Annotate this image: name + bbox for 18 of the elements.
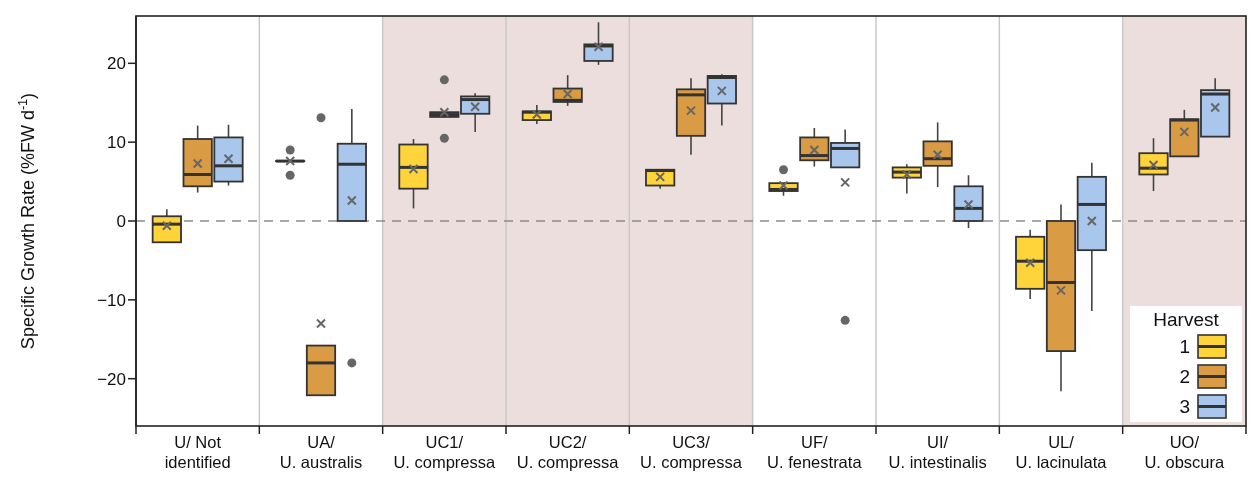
x-tick-label: UC3/ U. compressa [640,433,743,471]
y-tick-label: −20 [97,369,126,389]
legend-label: 3 [1179,396,1190,417]
legend-label: 2 [1179,366,1190,387]
x-tick-label: UF/ U. fenestrata [767,433,863,471]
x-tick-label: UO/ U. obscura [1144,433,1226,471]
x-tick-label: UC1/ U. compressa [393,433,497,471]
legend-title: Harvest [1153,309,1220,330]
x-tick-label: UC2/ U. compressa [516,433,620,471]
x-tick-label: U/ Not identified [164,433,231,471]
x-tick-label: UA/ U. australis [279,433,363,471]
y-tick-label: 10 [107,133,126,153]
x-tick-label: UL/ U. lacinulata [1015,433,1108,471]
legend-label: 1 [1179,336,1190,357]
y-tick-label: 20 [107,54,126,74]
x-tick-label: UI/ U. intestinalis [888,433,987,471]
y-tick-label: 0 [116,212,126,232]
y-tick-label: −10 [97,290,126,310]
